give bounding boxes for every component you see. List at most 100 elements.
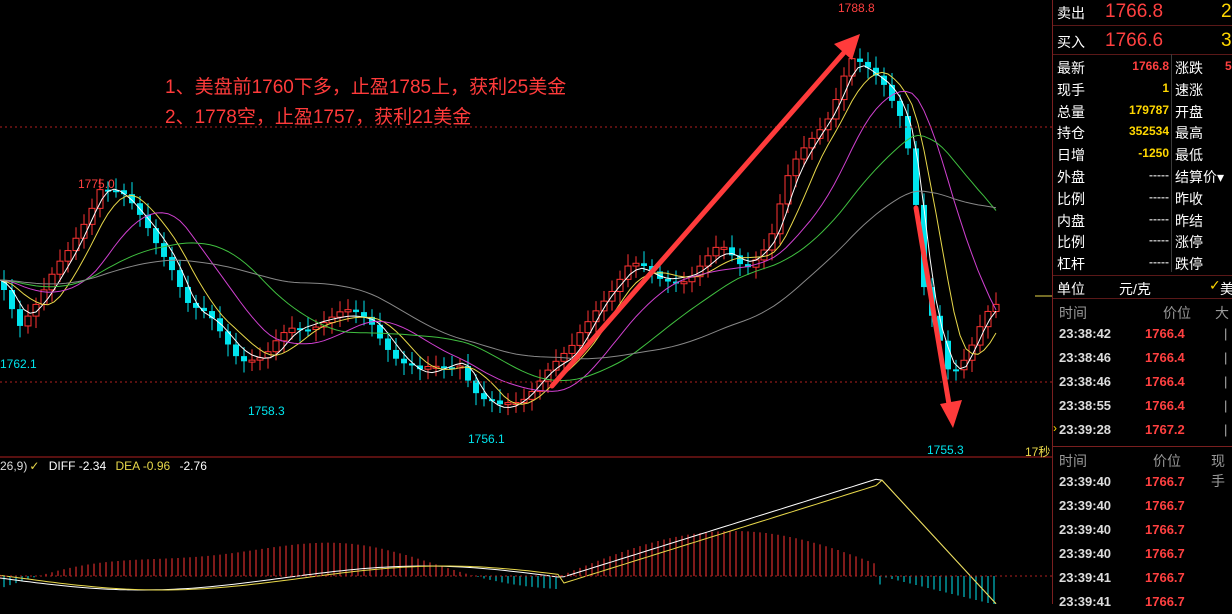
tick-row: 23:39:40 1766.7 [1053, 518, 1232, 542]
candle [113, 190, 119, 193]
tick-time: 23:38:55 [1059, 398, 1112, 413]
tick-price: 1766.4 [1145, 350, 1185, 365]
candle [945, 340, 951, 370]
moving-average-line [0, 65, 997, 408]
candle [552, 360, 560, 371]
stat-value: -1250 [1138, 146, 1169, 161]
candle [568, 344, 576, 354]
tick-mark: | [1224, 374, 1228, 389]
col-price-2: 价位 [1153, 453, 1181, 469]
candlestick-chart[interactable]: 1788.8 1775.0 1762.1 1758.3 1756.1 1755.… [0, 0, 1052, 458]
buy-price: 1766.6 [1105, 30, 1164, 51]
tick-time: 23:39:41 [1059, 594, 1112, 609]
check-icon[interactable]: ✓ [1209, 277, 1221, 293]
stat-label-2: 结算价▾ [1175, 169, 1225, 185]
moving-average-line [0, 190, 997, 360]
candle [897, 100, 903, 116]
moving-average-line [0, 71, 997, 405]
col-price: 价位 [1163, 305, 1191, 321]
macd-dropdown-icon[interactable]: ✓ [29, 459, 40, 473]
candle [169, 256, 175, 271]
unit-row[interactable]: 单位 元/克 ✓ 美 [1053, 275, 1232, 299]
candle [288, 327, 296, 334]
stat-value: 1766.8 [1132, 59, 1169, 73]
candle [185, 286, 191, 303]
tick-time: 23:39:40 [1059, 546, 1112, 561]
tick-price: 1766.7 [1145, 522, 1185, 537]
buy-row[interactable]: 买入 1766.6 3 [1053, 29, 1232, 55]
candle [641, 263, 647, 267]
candle [745, 264, 751, 268]
candle [544, 369, 552, 382]
stat-value-2: 5 [1225, 59, 1232, 73]
tick-time: 23:38:46 [1059, 374, 1112, 389]
candle [441, 366, 447, 369]
tick-price: 1766.4 [1145, 374, 1185, 389]
stat-row: 最新 1766.8 涨跌 5 [1053, 55, 1232, 77]
current-tick-icon: › [1053, 421, 1057, 435]
stat-row: 总量 179787 开盘 [1053, 99, 1232, 121]
stat-row: 比例 ----- 涨停 [1053, 229, 1232, 251]
long-trade-arrow [549, 34, 860, 389]
tick-time: 23:39:40 [1059, 474, 1112, 489]
tick-mark: | [1224, 398, 1228, 413]
price-label-1758: 1758.3 [248, 404, 285, 418]
candle [161, 243, 167, 257]
candle [353, 309, 359, 313]
high-price-label: 1788.8 [838, 1, 875, 15]
candle [17, 309, 23, 326]
candle [665, 278, 671, 282]
price-label-1762: 1762.1 [0, 357, 37, 371]
candle [592, 310, 600, 323]
candle [976, 326, 984, 346]
candle [241, 356, 247, 362]
ticks-header-2: 时间 价位 现手 [1053, 448, 1232, 489]
candle [1, 280, 7, 291]
stat-value: 352534 [1128, 124, 1169, 139]
stat-label: 现手 [1057, 81, 1085, 98]
candle [385, 338, 391, 350]
candle [209, 311, 215, 319]
stat-label: 内盘 [1057, 212, 1085, 229]
sell-label: 卖出 [1057, 5, 1085, 21]
tick-time: 23:39:40 [1059, 498, 1112, 513]
price-label-1756: 1756.1 [468, 432, 505, 446]
candle [584, 321, 592, 334]
stat-label: 杠杆 [1057, 256, 1085, 273]
candle [768, 233, 776, 251]
trade-note-2: 2、1778空，止盈1757，获利21美金 [165, 107, 472, 128]
macd-diff: DIFF -2.34 [48, 459, 107, 473]
trade-note-1: 1、美盘前1760下多，止盈1785上，获利25美金 [165, 77, 567, 98]
tick-price: 1766.7 [1145, 498, 1185, 513]
candle [336, 311, 344, 318]
stat-label-2: 涨停 [1175, 234, 1203, 251]
tick-price: 1766.4 [1145, 326, 1185, 341]
tick-row: 23:39:41 1766.7 [1053, 590, 1232, 614]
stat-value: ----- [1149, 233, 1169, 248]
candle [233, 344, 239, 357]
tick-mark: | [1224, 422, 1228, 437]
short-trade-arrow [913, 205, 962, 428]
candle [937, 315, 943, 341]
candle [673, 281, 679, 284]
col-time-2: 时间 [1059, 453, 1087, 469]
candle [72, 237, 80, 252]
stat-label: 外盘 [1057, 169, 1085, 185]
candle [225, 331, 231, 345]
candle [417, 365, 423, 370]
stat-label: 持仓 [1057, 125, 1085, 142]
buy-label: 买入 [1057, 34, 1085, 50]
stat-label: 最新 [1057, 60, 1085, 76]
sell-qty: 2 [1221, 1, 1232, 22]
tick-price: 1766.7 [1145, 546, 1185, 561]
candle [424, 366, 432, 370]
candle [280, 332, 288, 342]
sell-row[interactable]: 卖出 1766.8 2 [1053, 0, 1232, 26]
stat-row: 比例 ----- 昨收 [1053, 186, 1232, 208]
stat-label-2: 开盘 [1175, 103, 1203, 120]
macd-chart[interactable] [0, 458, 1052, 604]
candle [201, 307, 207, 312]
candle [873, 67, 879, 76]
macd-params: 26,9) [0, 459, 28, 473]
tick-time: 23:38:42 [1059, 326, 1112, 341]
